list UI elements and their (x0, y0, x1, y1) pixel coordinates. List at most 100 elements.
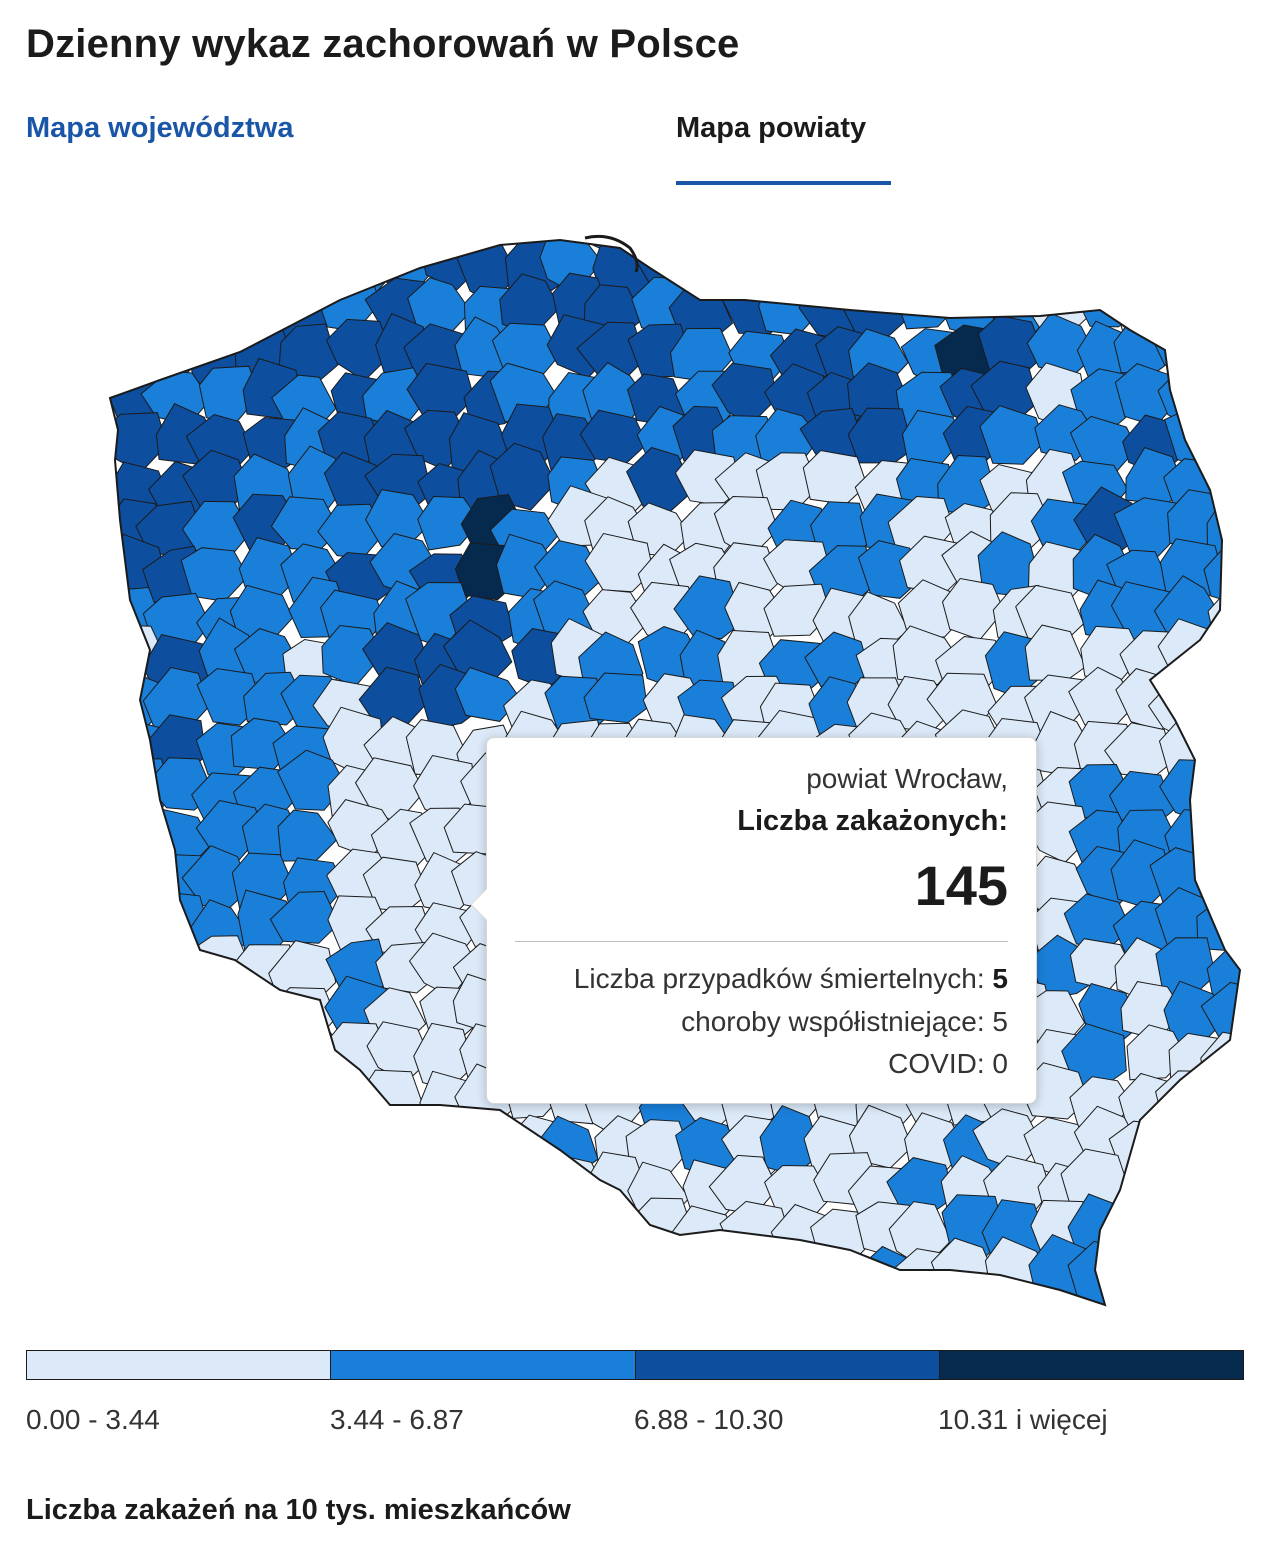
county-region[interactable] (499, 1149, 565, 1216)
county-region[interactable] (417, 495, 482, 551)
county-region[interactable] (55, 360, 116, 425)
county-region[interactable] (547, 1200, 616, 1255)
county-region[interactable] (106, 1109, 173, 1172)
county-region[interactable] (98, 277, 163, 344)
county-region[interactable] (281, 1157, 346, 1210)
county-region[interactable] (107, 309, 167, 373)
county-region[interactable] (1205, 1241, 1267, 1310)
county-region[interactable] (274, 1069, 344, 1137)
county-region[interactable] (854, 235, 916, 293)
county-region[interactable] (1208, 200, 1271, 259)
county-region[interactable] (760, 200, 827, 257)
county-region[interactable] (895, 200, 959, 246)
county-region[interactable] (106, 935, 172, 998)
county-region[interactable] (182, 1027, 247, 1095)
county-region[interactable] (1207, 763, 1271, 826)
county-region[interactable] (1160, 1114, 1227, 1173)
county-region[interactable] (279, 200, 343, 256)
county-region[interactable] (1204, 679, 1265, 746)
county-region[interactable] (180, 278, 249, 345)
county-region[interactable] (640, 1237, 703, 1305)
county-region[interactable] (1204, 1162, 1270, 1224)
county-region[interactable] (1195, 628, 1262, 684)
county-region[interactable] (317, 1189, 381, 1262)
county-region[interactable] (1206, 458, 1271, 515)
county-region[interactable] (1195, 1114, 1265, 1179)
county-region[interactable] (103, 1201, 164, 1262)
county-region[interactable] (678, 200, 739, 236)
county-region[interactable] (1196, 321, 1265, 382)
county-region[interactable] (190, 1072, 256, 1131)
county-region[interactable] (145, 1254, 210, 1316)
county-region[interactable] (673, 575, 743, 640)
county-region[interactable] (49, 1248, 117, 1302)
county-region[interactable] (713, 229, 781, 288)
county-region[interactable] (101, 852, 169, 905)
county-region[interactable] (148, 1026, 210, 1093)
county-region[interactable] (987, 239, 1055, 292)
county-region[interactable] (1014, 240, 1085, 298)
county-region[interactable] (94, 241, 162, 302)
county-region[interactable] (1204, 715, 1272, 773)
county-region[interactable] (187, 1244, 249, 1294)
county-region[interactable] (154, 1063, 217, 1136)
county-region[interactable] (269, 890, 340, 944)
county-region[interactable] (61, 986, 128, 1055)
county-region[interactable] (455, 1120, 517, 1175)
county-region[interactable] (102, 200, 169, 253)
county-region[interactable] (1150, 235, 1220, 293)
county-region[interactable] (1207, 595, 1269, 654)
county-region[interactable] (1035, 200, 1099, 248)
county-region[interactable] (1075, 236, 1142, 296)
county-region[interactable] (203, 983, 264, 1045)
county-region[interactable] (60, 323, 127, 395)
county-region[interactable] (50, 200, 116, 254)
county-region[interactable] (65, 540, 130, 607)
county-region[interactable] (102, 1244, 167, 1302)
county-region[interactable] (1193, 232, 1262, 291)
county-region[interactable] (153, 200, 218, 259)
county-region[interactable] (358, 1250, 429, 1312)
county-region[interactable] (52, 720, 118, 777)
tab-mapa-wojewodztwa[interactable]: Mapa województwa (26, 112, 294, 144)
county-region[interactable] (508, 1237, 570, 1305)
county-region[interactable] (105, 1033, 166, 1094)
county-region[interactable] (930, 236, 998, 293)
county-region[interactable] (49, 1160, 116, 1223)
county-region[interactable] (240, 1198, 308, 1262)
county-region[interactable] (51, 502, 122, 565)
county-region[interactable] (313, 1245, 384, 1297)
county-region[interactable] (503, 1192, 566, 1256)
county-region[interactable] (64, 638, 129, 692)
county-region[interactable] (1156, 1204, 1220, 1258)
county-region[interactable] (276, 749, 347, 811)
county-region[interactable] (765, 235, 833, 300)
county-region[interactable] (228, 1036, 295, 1093)
county-region[interactable] (679, 226, 749, 292)
county-region[interactable] (454, 1241, 521, 1297)
county-region[interactable] (714, 1252, 783, 1314)
county-region[interactable] (1195, 1193, 1263, 1261)
county-region[interactable] (1206, 852, 1275, 912)
county-region[interactable] (105, 987, 171, 1048)
county-region[interactable] (51, 768, 118, 828)
county-region[interactable] (489, 442, 557, 511)
county-region[interactable] (583, 672, 648, 724)
county-region[interactable] (417, 1114, 481, 1179)
county-region[interactable] (363, 1103, 430, 1171)
tab-mapa-powiaty[interactable]: Mapa powiaty (676, 112, 867, 144)
county-region[interactable] (1114, 1197, 1184, 1253)
county-region[interactable] (843, 200, 911, 255)
county-region[interactable] (231, 1150, 295, 1212)
county-region[interactable] (1067, 200, 1130, 256)
county-region[interactable] (64, 935, 130, 1000)
county-region[interactable] (1208, 286, 1271, 349)
county-region[interactable] (462, 1202, 525, 1272)
county-region[interactable] (1162, 1163, 1229, 1228)
county-region[interactable] (53, 680, 117, 738)
county-region[interactable] (65, 275, 125, 336)
county-region[interactable] (979, 200, 1048, 241)
county-region[interactable] (633, 200, 702, 254)
county-region[interactable] (55, 1112, 120, 1168)
county-region[interactable] (327, 1113, 387, 1173)
